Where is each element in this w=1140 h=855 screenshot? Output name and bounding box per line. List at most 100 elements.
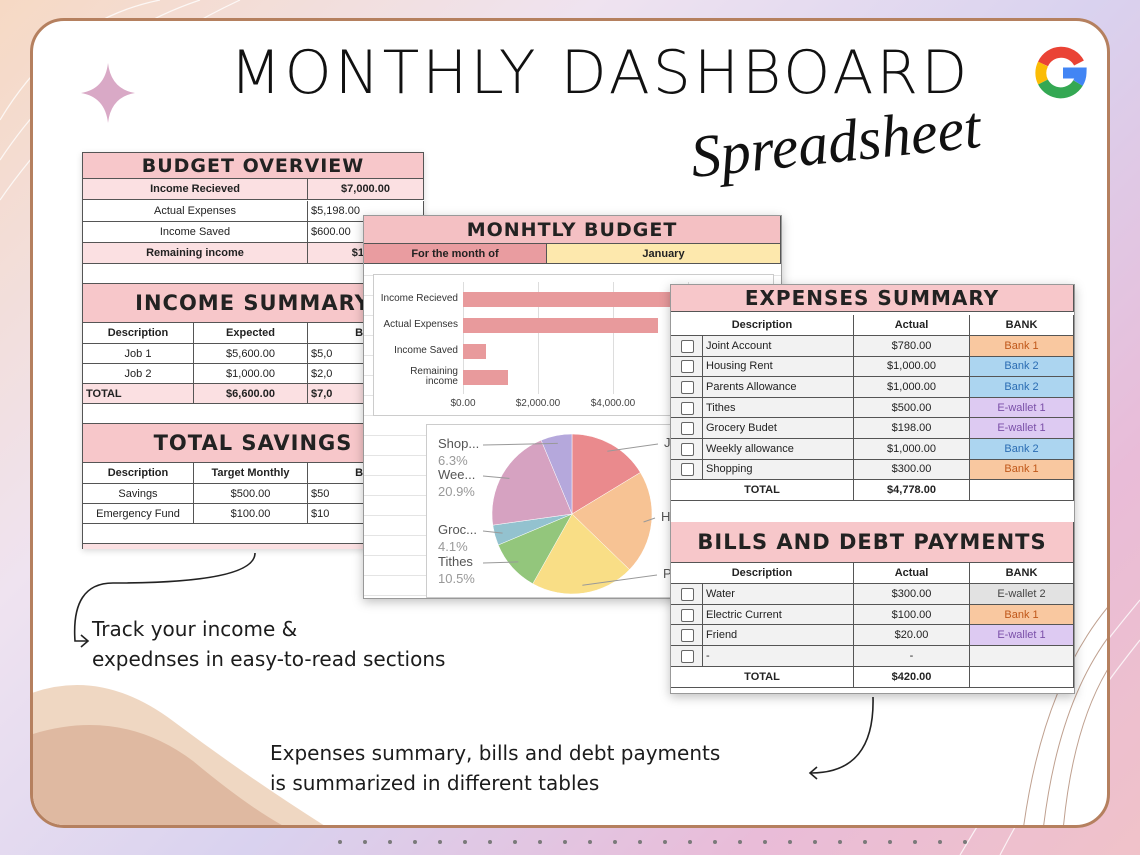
cell: $20.00 — [854, 625, 970, 646]
pie-label: Tithes — [438, 554, 473, 569]
cell: $1,000.00 — [854, 439, 970, 460]
pie-chart: J H P Tithes 10.5% Groc... 4.1% Wee... 20.9% Shop… — [438, 433, 672, 595]
cell: Shopping — [703, 459, 854, 481]
bank-tag: Bank 1 — [970, 336, 1074, 357]
cell: Housing Rent — [703, 356, 854, 378]
cell: Friend — [703, 625, 854, 646]
cell: Savings — [83, 484, 194, 504]
arrows — [73, 552, 874, 780]
pie-slice — [540, 433, 573, 515]
header-cell: Description — [83, 323, 194, 344]
bank-cell — [970, 646, 1074, 667]
total-label: TOTAL — [671, 666, 854, 688]
header-cell: Description — [83, 463, 194, 484]
checkbox — [681, 588, 694, 601]
cell: Water — [703, 584, 854, 605]
checkbox — [681, 649, 694, 663]
cell: Grocery Budet — [703, 418, 854, 439]
bar — [463, 344, 486, 359]
month-label: For the month of — [364, 244, 547, 264]
grid-line — [538, 282, 539, 394]
expenses-panel: EXPENSES SUMMARY Description Actual BANK Joi… — [670, 284, 1075, 694]
header-cell: Actual — [854, 563, 970, 585]
checkbox — [681, 422, 694, 436]
leader-line — [643, 517, 656, 523]
pie-label: H — [661, 509, 670, 524]
pie-label: Shop... — [438, 436, 479, 451]
checkbox — [681, 381, 694, 394]
pie-label: P — [663, 566, 672, 581]
section-title: BUDGET OVERVIEW — [83, 153, 424, 179]
corner-lines — [1023, 607, 1107, 825]
cell: $198.00 — [854, 418, 970, 439]
bar — [463, 292, 726, 307]
bank-tag: Bank 2 — [970, 439, 1074, 460]
pie-label: Wee... — [438, 467, 475, 482]
bank-tag: Bank 1 — [970, 459, 1074, 481]
caption-line: Track your income & — [92, 617, 298, 641]
leader-line — [582, 574, 658, 586]
section-title: EXPENSES SUMMARY — [671, 285, 1074, 312]
bank-tag: E-wallet 2 — [970, 584, 1074, 605]
cell: - — [854, 646, 970, 667]
checkbox — [681, 629, 694, 643]
checkbox — [681, 360, 694, 374]
header-cell: Actual — [854, 315, 970, 336]
cell: $1,000.00 — [854, 356, 970, 378]
cell: Electric Current — [703, 604, 854, 626]
cell: - — [703, 646, 854, 667]
bank-tag: E-wallet 1 — [970, 418, 1074, 439]
leader-line — [607, 443, 659, 452]
x-tick-label: $0.00 — [450, 398, 476, 409]
dots — [338, 840, 967, 844]
grid-line — [613, 282, 614, 394]
header-cell: BANK — [970, 563, 1074, 585]
header-cell: BANK — [970, 315, 1074, 336]
leader-line — [482, 530, 503, 534]
pie-value-label: 4.1% — [438, 539, 468, 554]
section-title: MONHTLY BUDGET — [364, 216, 781, 244]
bank-tag: E-wallet 1 — [970, 397, 1074, 419]
cell: $300.00 — [854, 459, 970, 481]
pie-slice — [571, 433, 641, 515]
header-cell: Target Monthly — [194, 463, 308, 484]
main-title: MONTHLY DASHBOARD — [229, 38, 971, 108]
cell: Parents Allowance — [703, 377, 854, 398]
leader-line — [482, 561, 519, 564]
header-cell: Expected — [194, 323, 308, 344]
bank-tag: E-wallet 1 — [970, 625, 1074, 646]
bank-tag: Bank 2 — [970, 377, 1074, 398]
pie-label: J — [664, 435, 671, 450]
pie-label: Groc... — [438, 522, 477, 537]
cell: Income Recieved — [83, 179, 308, 200]
month-value: January — [547, 244, 781, 264]
google-logo — [1035, 46, 1087, 99]
section-title: BILLS AND DEBT PAYMENTS — [671, 522, 1074, 564]
blob — [33, 725, 282, 825]
pie-value-label: 10.5% — [438, 571, 475, 586]
cell: $300.00 — [854, 584, 970, 605]
cell: $1,000.00 — [194, 364, 308, 384]
cell: Income Saved — [83, 222, 308, 243]
cell: Joint Account — [703, 336, 854, 357]
checkbox — [681, 401, 694, 415]
checkbox — [681, 463, 694, 477]
total-label: TOTAL — [671, 480, 854, 502]
x-tick-label: $2,000.00 — [515, 398, 561, 409]
leader-line — [482, 475, 510, 479]
y-tick-label: Actual Expenses — [383, 319, 459, 330]
cell: $500.00 — [194, 484, 308, 504]
cell: $100.00 — [854, 604, 970, 626]
cell: $6,600.00 — [194, 384, 308, 404]
cell: $780.00 — [854, 336, 970, 357]
header-cell: Description — [671, 315, 854, 336]
cell: Weekly allowance — [703, 439, 854, 460]
bank-tag: Bank 2 — [970, 356, 1074, 378]
cell: Job 2 — [83, 364, 194, 384]
caption-line: is summarized in different tables — [270, 771, 600, 795]
cell: $5,600.00 — [194, 344, 308, 364]
cell: Tithes — [703, 397, 854, 419]
caption-line: Expenses summary, bills and debt payment… — [270, 741, 721, 765]
pie-value-label: 20.9% — [438, 484, 475, 499]
